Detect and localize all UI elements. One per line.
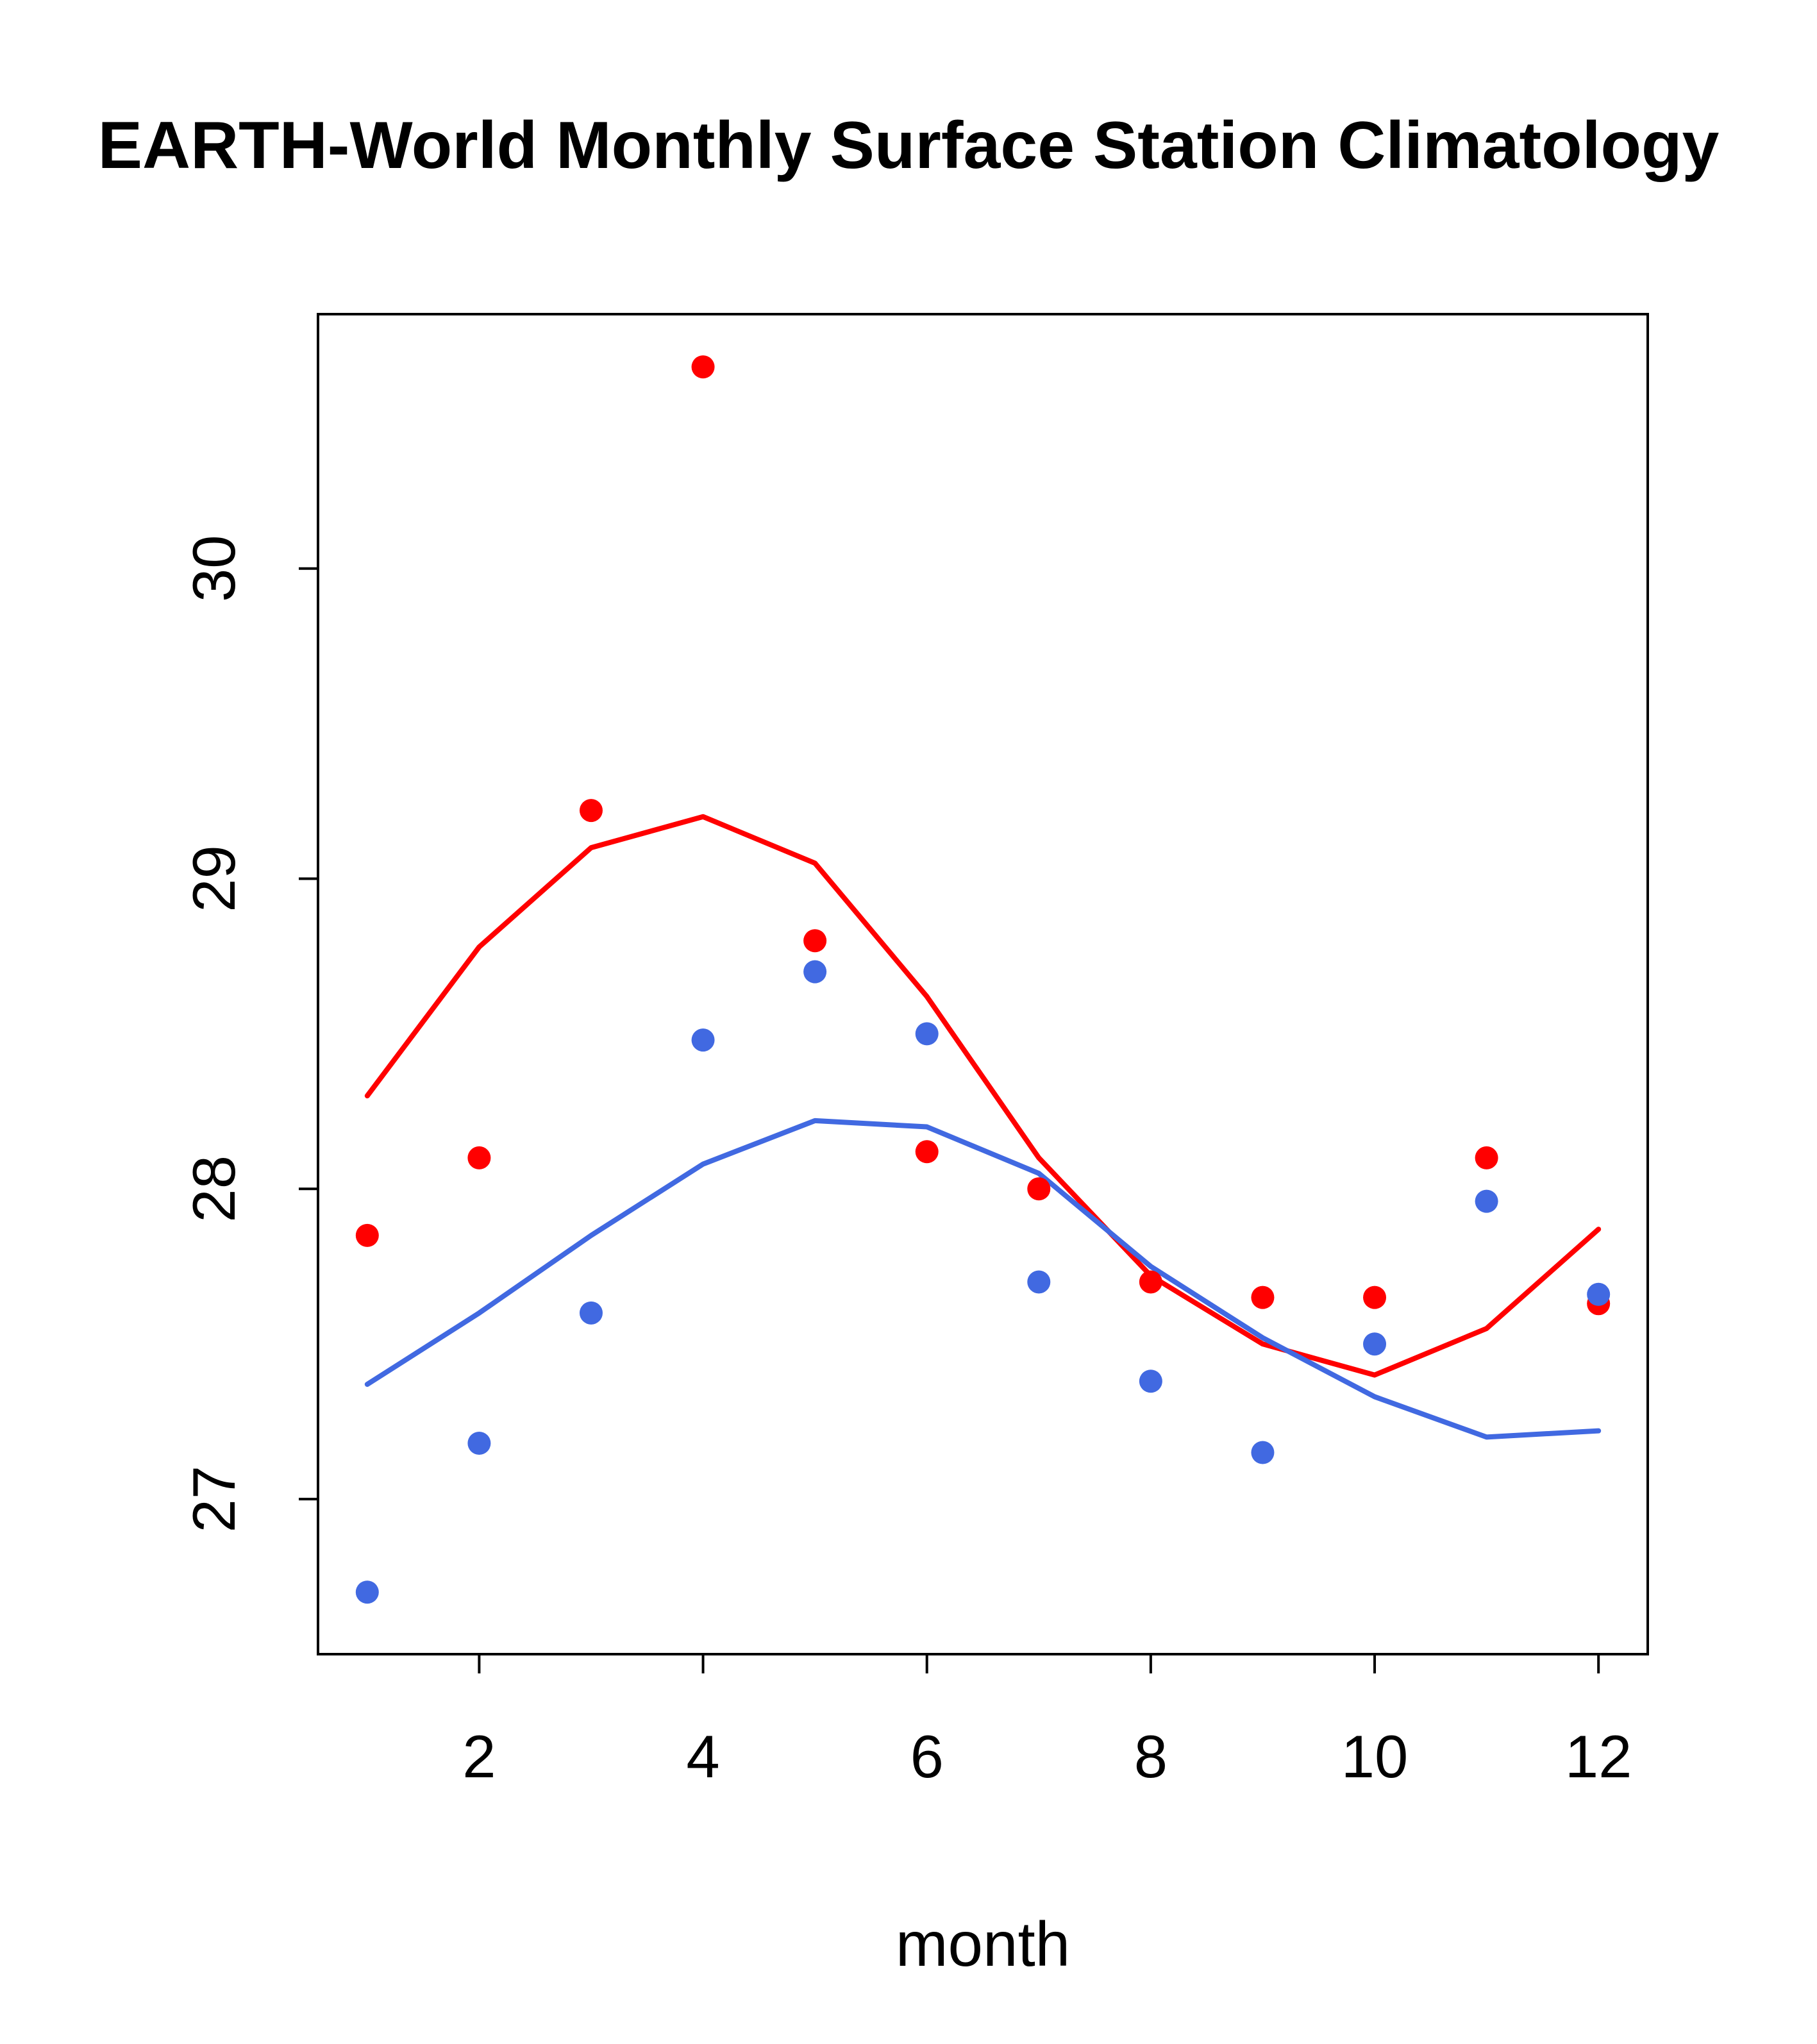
blue-monthly-points-point: [1251, 1441, 1275, 1464]
blue-monthly-points-point: [579, 1301, 603, 1325]
blue-monthly-points-point: [1027, 1270, 1051, 1294]
y-tick-label: 28: [180, 1155, 247, 1223]
x-tick-label: 6: [910, 1723, 944, 1790]
blue-monthly-points-point: [1587, 1282, 1611, 1306]
y-tick-label: 30: [180, 535, 247, 602]
x-tick-label: 4: [686, 1723, 719, 1790]
chart-title: EARTH-World Monthly Surface Station Clim…: [97, 108, 1720, 183]
x-tick-label: 12: [1565, 1723, 1632, 1790]
x-tick-label: 2: [462, 1723, 496, 1790]
blue-monthly-points-point: [803, 960, 827, 984]
blue-monthly-points-point: [691, 1028, 715, 1052]
red-smoothed-line: [364, 814, 1602, 1378]
blue-monthly-points-point: [915, 1022, 939, 1046]
red-monthly-points-point: [579, 799, 603, 823]
red-monthly-points-point: [1363, 1286, 1387, 1309]
red-monthly-points-point: [803, 929, 827, 953]
red-monthly-points-point: [1251, 1286, 1275, 1309]
x-tick-label: 8: [1134, 1723, 1168, 1790]
red-monthly-points-point: [355, 1223, 379, 1247]
red-monthly-points-point: [691, 355, 715, 379]
plot-box: [317, 313, 1649, 1655]
blue-monthly-points-point: [467, 1432, 491, 1455]
y-tick-label: 27: [180, 1466, 247, 1533]
red-monthly-points-point: [1139, 1270, 1162, 1294]
blue-smoothed-line: [364, 1118, 1602, 1440]
y-tick-label: 29: [180, 845, 247, 912]
blue-monthly-points-point: [1363, 1332, 1387, 1356]
blue-monthly-points-point: [355, 1580, 379, 1604]
red-monthly-points-point: [1027, 1177, 1051, 1201]
blue-monthly-points-point: [1475, 1189, 1498, 1213]
blue-monthly-points-point: [1139, 1370, 1162, 1393]
x-tick-label: 10: [1341, 1723, 1409, 1790]
x-axis-label: month: [896, 1909, 1070, 1979]
red-monthly-points-point: [915, 1140, 939, 1164]
red-monthly-points-point: [467, 1146, 491, 1169]
red-monthly-points-point: [1475, 1146, 1498, 1169]
